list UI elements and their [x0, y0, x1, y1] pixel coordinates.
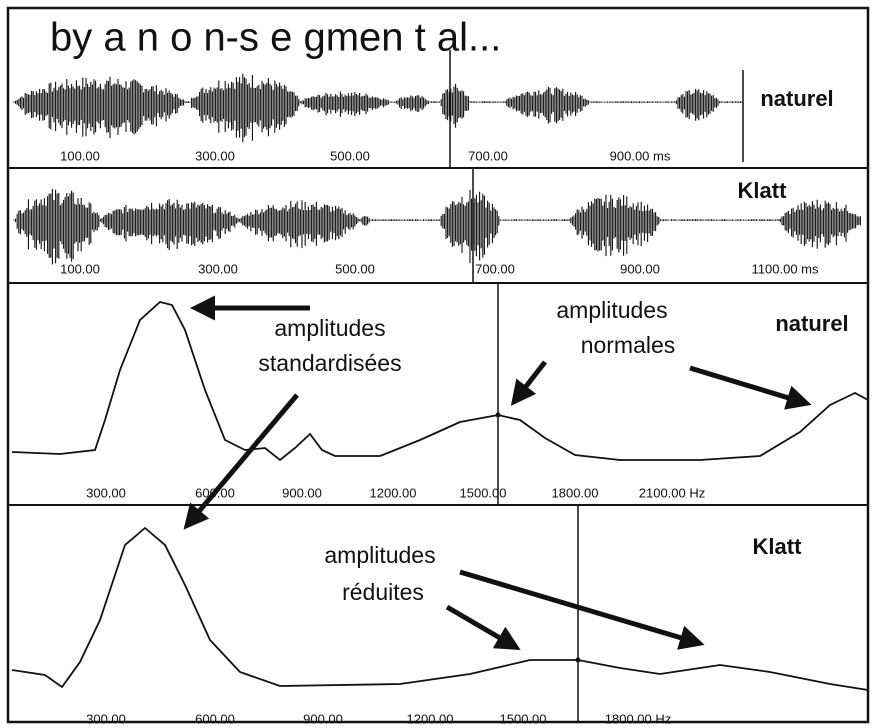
tick-label: 600.00: [195, 711, 235, 726]
annotation: amplitudes: [324, 542, 435, 568]
arrow: [459, 569, 705, 650]
tick-label: 900.00 ms: [610, 148, 671, 163]
tick-label: 1200.00: [407, 711, 454, 726]
tick-label: 300.00: [195, 148, 235, 163]
arrow: [510, 360, 547, 406]
annotation: réduites: [342, 579, 424, 605]
tick-label: 700.00: [475, 261, 515, 276]
tick-label: 100.00: [60, 261, 100, 276]
cursor-point: [575, 657, 581, 663]
tick-label: 1800.00 Hz: [605, 711, 672, 726]
cursor-point: [495, 412, 501, 418]
tick-label: 100.00: [60, 148, 100, 163]
tick-label: 700.00: [468, 148, 508, 163]
panel-label: naturel: [760, 86, 833, 111]
panel-label: naturel: [775, 311, 848, 336]
arrow: [183, 393, 299, 530]
tick-label: 1100.00 ms: [752, 261, 819, 276]
waveform-trace: [13, 188, 861, 265]
tick-label: 300.00: [198, 261, 238, 276]
annotation: amplitudes: [274, 315, 385, 341]
tick-label: 600.00: [195, 485, 235, 500]
tick-label: 2100.00 Hz: [639, 485, 706, 500]
title: by a n o n-s e gmen t al...: [50, 16, 501, 60]
tick-label: 1500.00: [500, 711, 547, 726]
tick-label: 1500.00: [460, 485, 507, 500]
panel-label: Klatt: [738, 178, 788, 203]
panel-label: Klatt: [753, 534, 803, 559]
waveform-naturel: [13, 73, 743, 143]
frame: [6, 6, 870, 724]
tick-label: 900.00: [620, 261, 660, 276]
arrow: [445, 604, 521, 651]
tick-label: 500.00: [335, 261, 375, 276]
tick-label: 1800.00: [552, 485, 599, 500]
annotation: standardisées: [258, 350, 401, 376]
annotation: normales: [581, 332, 676, 358]
annotation: amplitudes: [556, 297, 667, 323]
spectrum-klatt: [11, 526, 869, 691]
waveform-klatt: [13, 188, 861, 265]
waveform-trace: [13, 73, 743, 143]
tick-label: 1200.00: [370, 485, 417, 500]
tick-label: 500.00: [330, 148, 370, 163]
tick-label: 900.00: [303, 711, 343, 726]
tick-label: 300.00: [86, 711, 126, 726]
arrow: [689, 365, 812, 410]
spectrum-naturel: [11, 301, 869, 462]
tick-label: 300.00: [86, 485, 126, 500]
tick-label: 900.00: [282, 485, 322, 500]
